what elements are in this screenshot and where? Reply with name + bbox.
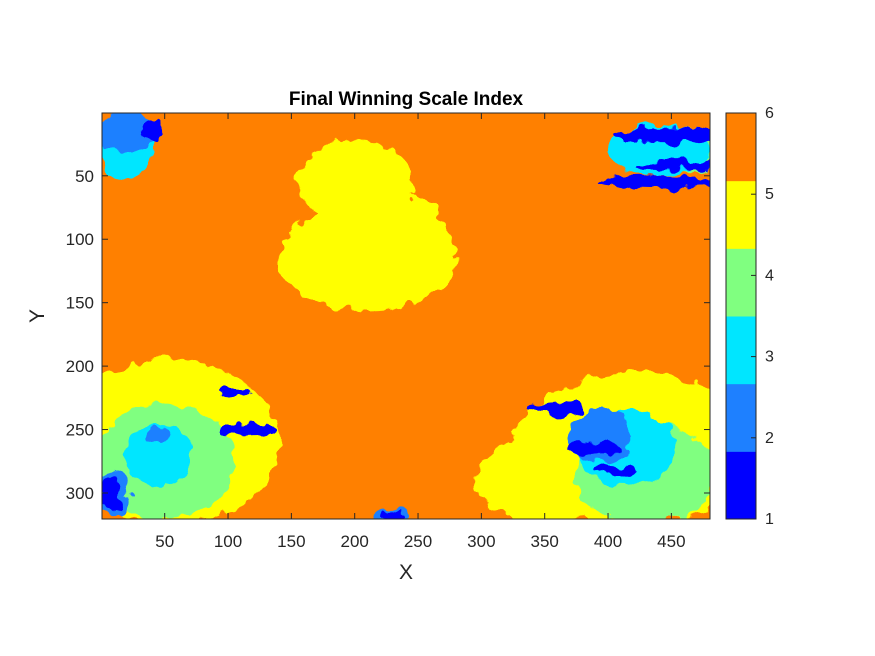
heatmap-region-14 — [570, 407, 634, 464]
colorbar-tick-label: 2 — [765, 430, 774, 447]
y-tick-label: 150 — [66, 294, 94, 313]
x-tick-label: 450 — [657, 532, 685, 551]
colorbar-tick-label: 6 — [765, 105, 774, 122]
heatmap-region-18 — [614, 127, 710, 143]
x-tick-label: 250 — [404, 532, 432, 551]
plot-frame — [101, 112, 711, 520]
x-tick-label: 100 — [214, 532, 242, 551]
heatmap-region-2 — [342, 194, 444, 259]
x-tick-label: 400 — [594, 532, 622, 551]
colorbar: 1 2 3 4 5 6 — [725, 105, 774, 528]
x-axis-label: X — [399, 561, 413, 584]
heatmap-region-24 — [219, 423, 275, 436]
colorbar-frame — [725, 112, 757, 520]
y-tick-label: 200 — [66, 357, 94, 376]
colorbar-band — [726, 316, 756, 385]
y-axis-ticks: 50 100 150 200 250 300 — [66, 167, 710, 503]
heatmap-region-16 — [148, 427, 169, 445]
heatmap-region-22 — [567, 442, 624, 455]
x-axis-ticks: 50 100 150 200 250 300 350 400 450 — [155, 113, 686, 551]
heatmap-region-23 — [595, 465, 634, 476]
colorbar-tick-label: 4 — [765, 267, 774, 284]
colorbar-band — [726, 248, 756, 317]
x-tick-label: 200 — [341, 532, 369, 551]
colorbar-band — [726, 180, 756, 249]
heatmap-regions — [102, 113, 710, 519]
heatmap-region-21 — [529, 401, 586, 415]
x-tick-label: 150 — [277, 532, 305, 551]
heatmap-region-26 — [102, 475, 122, 511]
colorbar-band — [726, 113, 756, 182]
heatmap-layer — [102, 113, 710, 519]
heatmap-region-5 — [475, 435, 615, 519]
colorbar-tick-label: 5 — [765, 186, 774, 203]
heatmap-plot-area — [101, 112, 711, 520]
heatmap-region-25 — [216, 386, 253, 397]
colorbar-ticks: 1 2 3 4 5 6 — [751, 105, 774, 528]
y-tick-label: 300 — [66, 484, 94, 503]
heatmap-region-13 — [102, 113, 159, 151]
y-tick-label: 250 — [66, 421, 94, 440]
heatmap-region-20 — [633, 160, 710, 171]
chart-title: Final Winning Scale Index — [289, 89, 524, 110]
colorbar-tick-label: 3 — [765, 349, 774, 366]
y-tick-label: 50 — [75, 167, 94, 186]
colorbar-tick-label: 1 — [765, 511, 774, 528]
heatmap-region-27 — [382, 510, 403, 519]
y-axis-label: Y — [26, 309, 49, 323]
x-tick-label: 300 — [467, 532, 495, 551]
colorbar-band — [726, 383, 756, 452]
x-tick-label: 50 — [155, 532, 174, 551]
y-tick-label: 100 — [66, 230, 94, 249]
colorbar-band — [726, 451, 756, 520]
heatmap-region-28 — [141, 118, 163, 145]
colorbar-bands — [726, 113, 756, 520]
x-tick-label: 350 — [531, 532, 559, 551]
heatmap-region-19 — [601, 175, 710, 189]
heatmap-region-9 — [122, 424, 194, 486]
